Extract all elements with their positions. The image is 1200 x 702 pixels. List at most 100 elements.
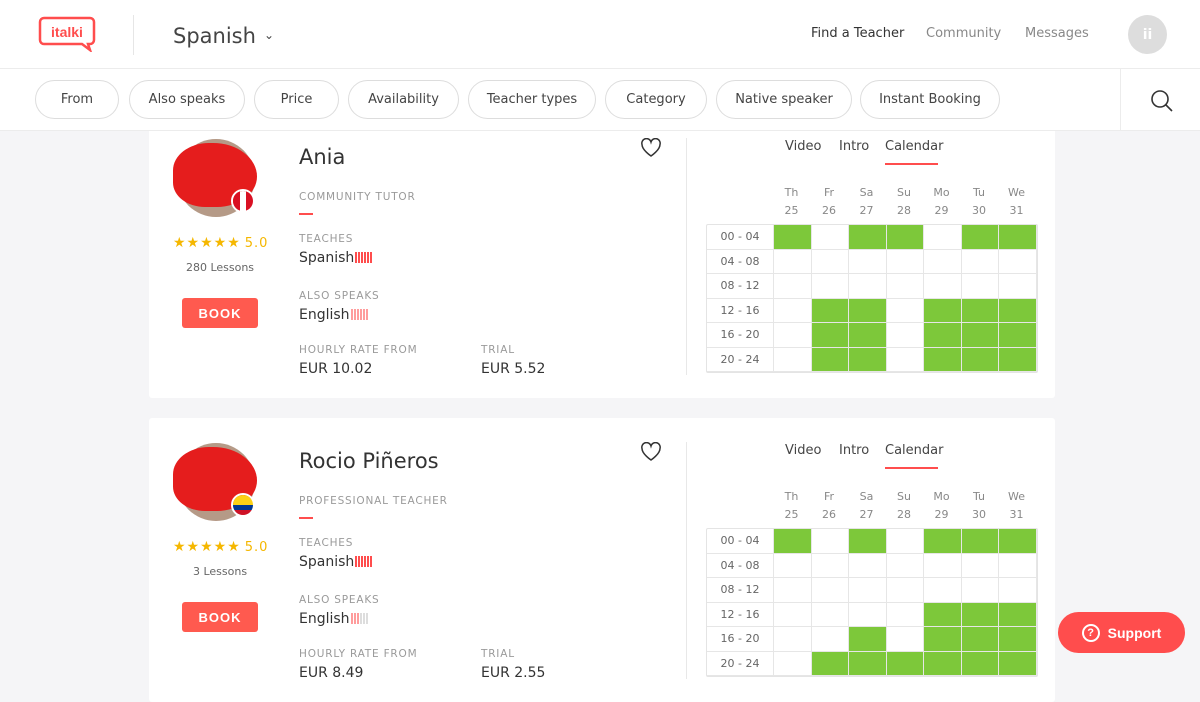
book-button[interactable]: BOOK — [182, 298, 258, 328]
filter-instant-booking[interactable]: Instant Booking — [860, 80, 1000, 119]
available-slot[interactable] — [999, 627, 1037, 652]
svg-text:italki: italki — [51, 24, 83, 40]
available-slot[interactable] — [811, 298, 849, 323]
available-slot[interactable] — [924, 347, 962, 372]
unavailable-slot — [774, 602, 812, 627]
available-slot[interactable] — [924, 602, 962, 627]
unavailable-slot — [811, 529, 849, 554]
available-slot[interactable] — [811, 323, 849, 348]
available-slot[interactable] — [924, 529, 962, 554]
available-slot[interactable] — [924, 651, 962, 676]
trial-label: TRIAL — [481, 344, 515, 356]
available-slot[interactable] — [811, 347, 849, 372]
italki-logo[interactable]: italki — [38, 16, 96, 56]
calendar-day: Th 25 — [784, 186, 799, 217]
available-slot[interactable] — [849, 323, 887, 348]
unavailable-slot — [811, 578, 849, 603]
teacher-photo[interactable] — [173, 443, 257, 521]
available-slot[interactable] — [849, 298, 887, 323]
available-slot[interactable] — [961, 602, 999, 627]
filter-availability[interactable]: Availability — [348, 80, 459, 119]
filter-also-speaks[interactable]: Also speaks — [129, 80, 245, 119]
available-slot[interactable] — [774, 225, 812, 250]
tab-video[interactable]: Video — [785, 443, 822, 458]
unavailable-slot — [886, 274, 924, 299]
unavailable-slot — [924, 274, 962, 299]
heart-icon[interactable] — [640, 137, 662, 162]
available-slot[interactable] — [999, 225, 1037, 250]
filter-teacher-types[interactable]: Teacher types — [468, 80, 596, 119]
available-slot[interactable] — [849, 347, 887, 372]
tab-calendar[interactable]: Calendar — [885, 139, 943, 165]
calendar-day: We 31 — [1008, 490, 1025, 521]
book-button[interactable]: BOOK — [182, 602, 258, 632]
nav-messages[interactable]: Messages — [1025, 26, 1089, 41]
unavailable-slot — [999, 578, 1037, 603]
unavailable-slot — [811, 274, 849, 299]
divider — [133, 15, 134, 55]
available-slot[interactable] — [774, 529, 812, 554]
unavailable-slot — [961, 553, 999, 578]
teacher-name[interactable]: Ania — [299, 145, 346, 169]
available-slot[interactable] — [999, 651, 1037, 676]
available-slot[interactable] — [961, 627, 999, 652]
available-slot[interactable] — [999, 298, 1037, 323]
available-slot[interactable] — [811, 651, 849, 676]
filter-native-speaker[interactable]: Native speaker — [716, 80, 852, 119]
language-label: Spanish — [173, 24, 256, 48]
heart-icon[interactable] — [640, 441, 662, 466]
unavailable-slot — [849, 602, 887, 627]
unavailable-slot — [886, 298, 924, 323]
filter-category[interactable]: Category — [605, 80, 707, 119]
availability-calendar: 00 - 04 04 - 08 08 - 12 12 - 16 16 - 20 20 - … — [706, 528, 1038, 677]
available-slot[interactable] — [924, 298, 962, 323]
teacher-type: COMMUNITY TUTOR — [299, 191, 416, 203]
available-slot[interactable] — [999, 529, 1037, 554]
available-slot[interactable] — [961, 347, 999, 372]
user-avatar[interactable]: ii — [1128, 15, 1167, 54]
calendar-day: Sa 27 — [859, 490, 874, 521]
unavailable-slot — [886, 627, 924, 652]
search-icon[interactable] — [1150, 89, 1174, 117]
available-slot[interactable] — [999, 323, 1037, 348]
filter-price[interactable]: Price — [254, 80, 339, 119]
available-slot[interactable] — [849, 529, 887, 554]
available-slot[interactable] — [849, 225, 887, 250]
available-slot[interactable] — [999, 347, 1037, 372]
unavailable-slot — [999, 274, 1037, 299]
time-slot-label: 20 - 24 — [707, 347, 774, 372]
calendar-day: We 31 — [1008, 186, 1025, 217]
filter-from[interactable]: From — [35, 80, 119, 119]
tab-intro[interactable]: Intro — [839, 443, 870, 458]
available-slot[interactable] — [886, 225, 924, 250]
language-selector[interactable]: Spanish ⌄ — [173, 24, 274, 48]
available-slot[interactable] — [849, 627, 887, 652]
unavailable-slot — [999, 249, 1037, 274]
tab-intro[interactable]: Intro — [839, 139, 870, 154]
teacher-name[interactable]: Rocio Piñeros — [299, 449, 439, 473]
available-slot[interactable] — [961, 323, 999, 348]
tab-calendar[interactable]: Calendar — [885, 443, 943, 469]
time-slot-label: 16 - 20 — [707, 627, 774, 652]
support-button[interactable]: ? Support — [1058, 612, 1185, 653]
available-slot[interactable] — [924, 323, 962, 348]
unavailable-slot — [811, 553, 849, 578]
time-slot-label: 12 - 16 — [707, 602, 774, 627]
available-slot[interactable] — [961, 651, 999, 676]
nav-community[interactable]: Community — [926, 26, 1002, 41]
colombia-flag-icon — [231, 493, 255, 517]
calendar-day: Tu 30 — [972, 186, 986, 217]
available-slot[interactable] — [886, 651, 924, 676]
also-speaks-label: ALSO SPEAKS — [299, 594, 380, 606]
available-slot[interactable] — [849, 651, 887, 676]
available-slot[interactable] — [924, 627, 962, 652]
teacher-photo[interactable] — [173, 139, 257, 217]
available-slot[interactable] — [961, 298, 999, 323]
available-slot[interactable] — [961, 225, 999, 250]
available-slot[interactable] — [961, 529, 999, 554]
rating: ★★★★★ 5.0 — [173, 539, 268, 555]
teacher-card: ★★★★★ 5.0 3 Lessons BOOK Rocio Piñeros PROFES… — [149, 418, 1055, 702]
nav-find-teacher[interactable]: Find a Teacher — [811, 26, 905, 41]
tab-video[interactable]: Video — [785, 139, 822, 154]
available-slot[interactable] — [999, 602, 1037, 627]
